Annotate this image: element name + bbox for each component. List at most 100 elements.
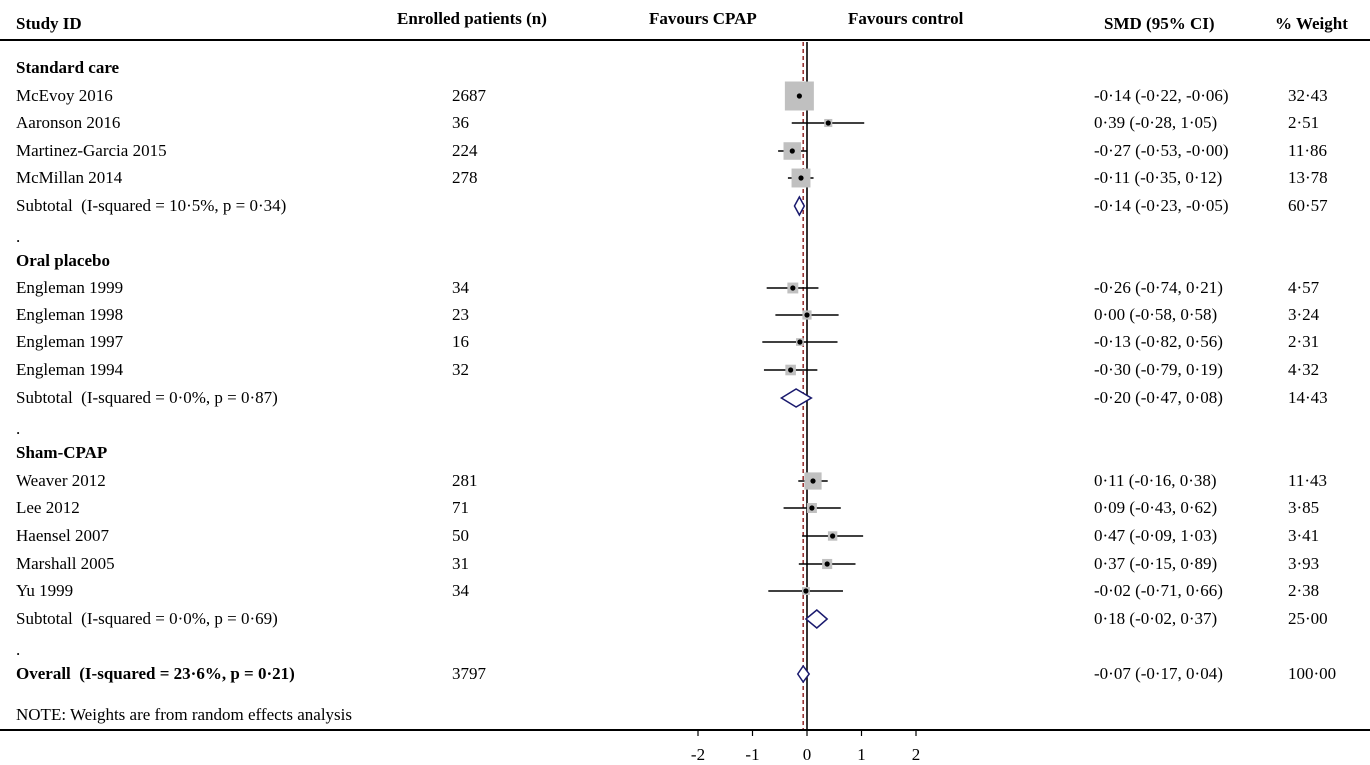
smd-ci-value: 0·00 (-0·58, 0·58) [1094,305,1218,324]
subtotal-label: Subtotal (I-squared = 0·0%, p = 0·87) [16,388,278,407]
smd-ci-value: 0·37 (-0·15, 0·89) [1094,554,1218,573]
footnote: NOTE: Weights are from random effects an… [16,705,353,724]
smd-ci-value: -0·07 (-0·17, 0·04) [1094,664,1223,683]
weight-value: 11·43 [1288,471,1328,490]
smd-ci-value: 0·11 (-0·16, 0·38) [1094,471,1217,490]
overall-diamond [796,664,811,684]
enrolled-count: 34 [452,581,469,600]
smd-ci-value: -0·14 (-0·22, -0·06) [1094,86,1229,105]
enrolled-count: 36 [452,113,469,132]
point-estimate [788,367,794,373]
study-label: McEvoy 2016 [16,86,113,105]
study-label: Martinez-Garcia 2015 [16,141,167,160]
weight-value: 11·86 [1288,141,1328,160]
study-label: Marshall 2005 [16,554,115,573]
header-study-id: Study ID [16,14,82,33]
subtotal-label: Subtotal (I-squared = 10·5%, p = 0·34) [16,196,287,215]
enrolled-count: 34 [452,278,469,297]
header-rule [0,39,1370,41]
point-estimate [810,478,816,484]
header-favours-control: Favours control [848,9,964,28]
footer-rule [0,729,1370,731]
enrolled-count: 281 [452,471,478,490]
weight-value: 2·31 [1288,332,1320,351]
study-label: Haensel 2007 [16,526,110,545]
weight-value: 2·38 [1288,581,1320,600]
enrolled-count: 3797 [452,664,486,683]
smd-ci-value: -0·13 (-0·82, 0·56) [1094,332,1223,351]
overall-label: Overall (I-squared = 23·6%, p = 0·21) [16,664,295,683]
study-label: Weaver 2012 [16,471,106,490]
enrolled-count: 50 [452,526,469,545]
x-tick-label: -1 [745,745,759,764]
study-label: Engleman 1999 [16,278,124,297]
separator-dot: . [16,227,21,246]
point-estimate [809,505,815,511]
study-label: Engleman 1994 [16,360,124,379]
point-estimate [790,285,796,291]
weight-value: 25·00 [1288,609,1328,628]
weight-value: 2·51 [1288,113,1320,132]
smd-ci-value: 0·39 (-0·28, 1·05) [1094,113,1218,132]
enrolled-count: 31 [452,554,469,573]
subtotal-label: Subtotal (I-squared = 0·0%, p = 0·69) [16,609,278,628]
study-label: Engleman 1997 [16,332,124,351]
group-heading: Oral placebo [16,251,110,270]
smd-ci-value: -0·20 (-0·47, 0·08) [1094,388,1223,407]
separator-dot: . [16,419,21,438]
weight-value: 4·57 [1288,278,1320,297]
enrolled-count: 224 [452,141,478,160]
enrolled-count: 2687 [452,86,486,105]
point-estimate [830,533,836,539]
smd-ci-value: -0·02 (-0·71, 0·66) [1094,581,1223,600]
header-enrolled: Enrolled patients (n) [397,9,547,28]
point-estimate [804,312,810,318]
study-label: McMillan 2014 [16,168,123,187]
weight-value: 14·43 [1288,388,1328,407]
smd-ci-value: 0·47 (-0·09, 1·03) [1094,526,1218,545]
group-heading: Standard care [16,58,120,77]
subtotal-diamond [793,195,806,217]
enrolled-count: 278 [452,168,478,187]
point-estimate [803,588,809,594]
enrolled-count: 23 [452,305,469,324]
enrolled-count: 16 [452,332,469,351]
weight-value: 100·00 [1288,664,1337,683]
subtotal-diamond [804,609,829,629]
smd-ci-value: -0·27 (-0·53, -0·00) [1094,141,1229,160]
study-label: Aaronson 2016 [16,113,121,132]
smd-ci-value: -0·14 (-0·23, -0·05) [1094,196,1229,215]
study-label: Lee 2012 [16,498,80,517]
weight-value: 3·85 [1288,498,1320,517]
weight-value: 4·32 [1288,360,1320,379]
smd-ci-value: 0·18 (-0·02, 0·37) [1094,609,1218,628]
weight-value: 3·93 [1288,554,1320,573]
x-tick-label: 2 [912,745,921,764]
header-smd: SMD (95% CI) [1104,14,1215,33]
smd-ci-value: 0·09 (-0·43, 0·62) [1094,498,1218,517]
subtotal-diamond [779,388,813,408]
point-estimate [797,339,803,345]
weight-value: 3·24 [1288,305,1320,324]
point-estimate [796,93,802,99]
enrolled-count: 71 [452,498,469,517]
x-tick-label: -2 [691,745,705,764]
smd-ci-value: -0·30 (-0·79, 0·19) [1094,360,1223,379]
enrolled-count: 32 [452,360,469,379]
x-tick-label: 1 [857,745,866,764]
header-weight: % Weight [1275,14,1348,33]
point-estimate [824,561,830,567]
weight-value: 60·57 [1288,196,1328,215]
smd-ci-value: -0·11 (-0·35, 0·12) [1094,168,1223,187]
weight-value: 32·43 [1288,86,1328,105]
x-tick-label: 0 [803,745,812,764]
point-estimate [789,148,795,154]
separator-dot: . [16,640,21,659]
smd-ci-value: -0·26 (-0·74, 0·21) [1094,278,1223,297]
study-label: Yu 1999 [16,581,74,600]
header-favours-cpap: Favours CPAP [649,9,757,28]
point-estimate [798,175,804,181]
weight-value: 13·78 [1288,168,1328,187]
weight-value: 3·41 [1288,526,1320,545]
